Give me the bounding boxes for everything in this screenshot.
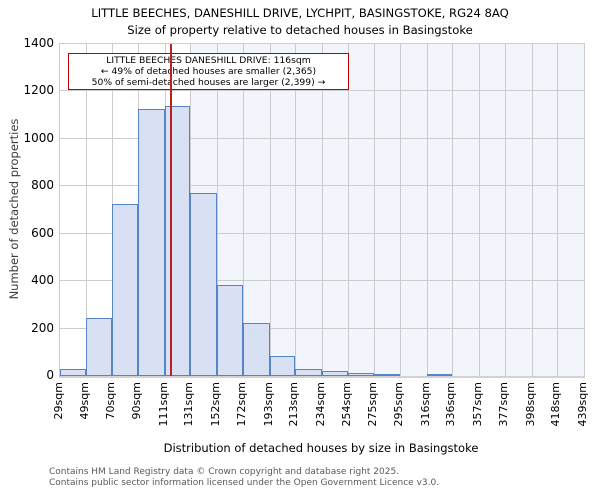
y-tick-label: 1400 [23, 36, 54, 50]
grid-line-vertical [504, 44, 506, 376]
y-tick-label: 400 [31, 273, 54, 288]
histogram-bar [269, 355, 296, 376]
x-tick-label: 234sqm [314, 382, 327, 427]
x-tick-label: 49sqm [77, 382, 91, 420]
footer-line-2: Contains public sector information licen… [49, 478, 440, 488]
grid-line-vertical [217, 44, 219, 376]
attribution-footer: Contains HM Land Registry data © Crown c… [49, 467, 439, 489]
chart-title: LITTLE BEECHES, DANESHILL DRIVE, LYCHPIT… [91, 6, 509, 20]
histogram-bar [137, 109, 165, 376]
x-tick-label: 213sqm [287, 382, 301, 427]
grid-line-vertical [374, 44, 376, 376]
histogram-bar [164, 105, 191, 376]
grid-line-horizontal [60, 90, 584, 92]
x-tick-label: 131sqm [182, 382, 196, 427]
x-tick-label: 29sqm [52, 382, 65, 420]
x-axis-label: Distribution of detached houses by size … [163, 441, 479, 455]
annotation-box: LITTLE BEECHES DANESHILL DRIVE: 116sqm ←… [68, 53, 349, 90]
grid-line-vertical [426, 44, 428, 376]
x-tick-label: 295sqm [391, 382, 405, 427]
annotation-line-3: 50% of semi-detached houses are larger (… [91, 77, 326, 89]
x-tick-label: 254sqm [339, 382, 353, 427]
larger-than-subject-shaded-region [190, 44, 584, 376]
plot-area: LITTLE BEECHES DANESHILL DRIVE: 116sqm ←… [59, 43, 585, 378]
x-tick-label: 193sqm [261, 382, 275, 427]
histogram-bar [242, 322, 270, 376]
x-tick-label: 90sqm [129, 382, 143, 420]
histogram-bar [60, 368, 86, 376]
grid-line-horizontal [60, 327, 584, 329]
grid-line-vertical [557, 44, 559, 376]
grid-line-horizontal [60, 280, 584, 282]
grid-line-vertical [452, 44, 454, 376]
x-tick-label: 152sqm [209, 382, 223, 427]
grid-line-horizontal [60, 137, 584, 139]
y-tick-label: 1000 [23, 130, 54, 145]
footer-line-1: Contains HM Land Registry data © Crown c… [49, 467, 400, 477]
grid-line-horizontal [60, 185, 584, 187]
x-tick-label: 336sqm [444, 382, 458, 427]
y-tick-label: 1200 [23, 83, 54, 98]
grid-line-vertical [347, 44, 349, 376]
y-tick-label: 0 [46, 368, 54, 382]
x-tick-label: 70sqm [104, 382, 118, 420]
grid-line-vertical [269, 44, 271, 376]
grid-line-vertical [322, 44, 323, 376]
x-tick-label: 111sqm [156, 382, 170, 427]
histogram-bar [374, 373, 400, 376]
x-tick-label: 316sqm [418, 382, 432, 427]
x-tick-label: 398sqm [523, 382, 537, 427]
histogram-bar [217, 284, 243, 376]
histogram-bar [426, 374, 453, 376]
grid-line-vertical [479, 44, 481, 376]
grid-line-vertical [242, 44, 244, 376]
y-axis-ticks: 0 200 400 600 800 1000 1200 1400 [0, 0, 54, 500]
grid-line-vertical [399, 44, 401, 376]
y-tick-label: 600 [31, 225, 54, 240]
histogram-bar [112, 204, 138, 376]
x-tick-label: 377sqm [496, 382, 510, 427]
grid-line-vertical [85, 44, 87, 376]
grid-line-horizontal [60, 232, 584, 234]
chart-titles: LITTLE BEECHES, DANESHILL DRIVE, LYCHPIT… [0, 5, 600, 39]
subject-property-size-line [170, 44, 173, 376]
x-tick-label: 275sqm [366, 382, 380, 427]
histogram-bar [322, 371, 348, 376]
y-tick-label: 200 [31, 320, 54, 335]
x-tick-label: 418sqm [549, 382, 563, 427]
x-tick-label: 357sqm [471, 382, 485, 427]
chart-subtitle: Size of property relative to detached ho… [127, 23, 473, 37]
histogram-bar [295, 368, 322, 376]
histogram-bar [85, 317, 113, 376]
histogram-bar [190, 193, 218, 376]
x-tick-label: 172sqm [234, 382, 248, 427]
grid-line-vertical [295, 44, 297, 376]
y-tick-label: 800 [31, 178, 54, 193]
histogram-bar [347, 372, 375, 376]
annotation-line-2: ← 49% of detached houses are smaller (2,… [100, 65, 317, 77]
annotation-line-1: LITTLE BEECHES DANESHILL DRIVE: 116sqm [106, 54, 311, 66]
x-tick-label: 439sqm [576, 382, 589, 427]
grid-line-vertical [531, 44, 533, 376]
